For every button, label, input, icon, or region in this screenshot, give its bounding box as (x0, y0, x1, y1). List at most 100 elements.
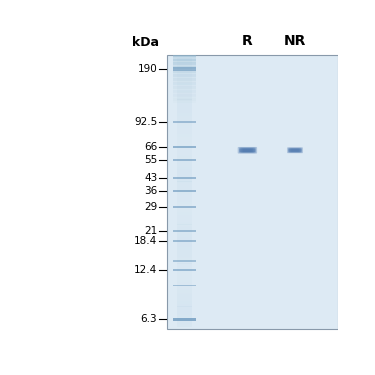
Text: 21: 21 (144, 226, 158, 236)
Bar (177, 102, 192, 104)
Bar (177, 187, 192, 188)
Bar (177, 189, 192, 191)
Bar (177, 124, 192, 125)
Bar (177, 151, 192, 152)
Bar (177, 80, 192, 81)
Bar (177, 113, 192, 114)
Text: 6.3: 6.3 (141, 315, 158, 324)
Bar (173, 78, 195, 80)
Bar (177, 285, 192, 286)
Bar (177, 296, 192, 297)
Bar (177, 294, 192, 296)
Bar (173, 81, 195, 82)
Bar (177, 301, 192, 303)
Text: 66: 66 (144, 142, 158, 152)
Bar (173, 73, 195, 74)
Bar (177, 179, 192, 180)
Bar (173, 318, 195, 321)
Bar (177, 152, 192, 153)
Bar (177, 226, 192, 227)
Bar (177, 237, 192, 238)
Bar (177, 216, 192, 218)
Text: 92.5: 92.5 (134, 117, 158, 127)
Bar (177, 101, 192, 102)
Text: NR: NR (284, 34, 306, 48)
Bar (177, 165, 192, 167)
Bar (177, 298, 192, 300)
Bar (173, 87, 195, 88)
Text: 43: 43 (144, 173, 158, 183)
Bar (177, 267, 192, 269)
Bar (177, 138, 192, 140)
Bar (177, 153, 192, 154)
Bar (173, 146, 195, 148)
Bar (177, 235, 192, 237)
Bar (173, 69, 195, 70)
Bar (177, 122, 192, 124)
Bar (173, 260, 195, 261)
Bar (177, 288, 192, 289)
Bar (177, 286, 192, 288)
Bar (173, 61, 195, 62)
Bar (177, 180, 192, 182)
Bar (177, 92, 192, 93)
Bar (173, 84, 195, 86)
Bar (177, 228, 192, 230)
Bar (173, 82, 195, 83)
Bar (177, 83, 192, 85)
Bar (177, 188, 192, 190)
FancyBboxPatch shape (288, 148, 302, 153)
FancyBboxPatch shape (289, 148, 301, 153)
Bar (177, 112, 192, 113)
Bar (173, 230, 195, 232)
Bar (173, 68, 195, 71)
Bar (177, 251, 192, 253)
Bar (177, 241, 192, 242)
Bar (173, 102, 195, 103)
Bar (177, 200, 192, 202)
Bar (177, 117, 192, 118)
Bar (177, 58, 192, 59)
Bar (177, 63, 192, 64)
Bar (177, 262, 192, 264)
Text: 18.4: 18.4 (134, 236, 158, 246)
Bar (177, 149, 192, 151)
Bar (177, 125, 192, 126)
Bar (177, 206, 192, 207)
Bar (177, 244, 192, 246)
Bar (173, 83, 195, 85)
Bar (177, 196, 192, 198)
Bar (177, 136, 192, 137)
Bar (177, 182, 192, 183)
Bar (177, 89, 192, 90)
Bar (173, 89, 195, 90)
Bar (177, 120, 192, 121)
Bar (177, 243, 192, 244)
Bar (177, 78, 192, 80)
Bar (177, 145, 192, 147)
Bar (177, 321, 192, 322)
Bar (177, 171, 192, 172)
Bar (177, 246, 192, 248)
Bar (177, 116, 192, 117)
Bar (177, 264, 192, 265)
Bar (177, 260, 192, 261)
Bar (173, 96, 195, 98)
Bar (177, 60, 192, 62)
Bar (177, 207, 192, 209)
Bar (177, 239, 192, 241)
Bar (177, 175, 192, 176)
Bar (173, 76, 195, 77)
FancyBboxPatch shape (290, 148, 300, 152)
Bar (177, 86, 192, 87)
Bar (173, 94, 195, 95)
Bar (173, 91, 195, 93)
FancyBboxPatch shape (242, 148, 253, 153)
Bar (173, 94, 195, 96)
Bar (177, 220, 192, 222)
Bar (177, 250, 192, 251)
Bar (173, 98, 195, 100)
Bar (177, 90, 192, 92)
Bar (177, 194, 192, 195)
Bar (177, 204, 192, 206)
